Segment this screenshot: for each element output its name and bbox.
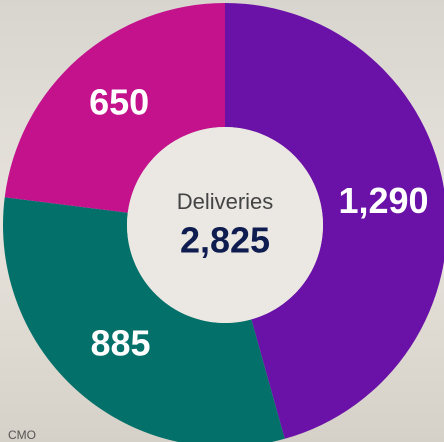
center-value: 2,825: [180, 220, 270, 261]
value-label: 650: [89, 82, 149, 123]
source: CMO: [8, 428, 36, 442]
center-label: Deliveries: [177, 189, 274, 214]
chart: Deliveries 2,825 CMO 1,290 885 650: [0, 0, 444, 442]
value-label: 885: [90, 323, 150, 364]
value-label: 1,290: [338, 180, 428, 221]
